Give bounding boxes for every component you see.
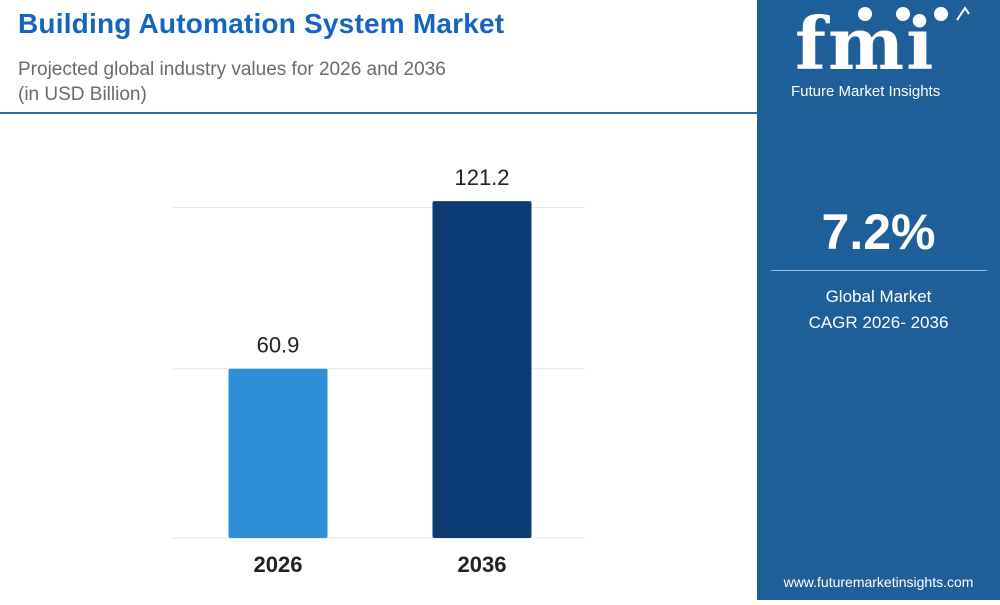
cagr-value: 7.2% [821,204,936,260]
data-label-2036: 121.2 [454,165,509,190]
logo-text: fmi [795,1,936,86]
bar-2036 [432,201,532,538]
bar-2026 [228,368,328,538]
cagr-label-line-2: CAGR 2026- 2036 [808,313,949,332]
sidebar: fmi Future Market Insights 7.2% Global M… [757,0,1000,600]
logo-caption: Future Market Insights [791,83,941,100]
cagr-label: Global Market CAGR 2026- 2036 [757,284,1000,336]
x-tick-label-2036: 2036 [458,552,507,577]
header-divider [0,112,757,114]
page-title: Building Automation System Market [18,8,505,39]
website-url[interactable]: www.futuremarketinsights.com [783,574,974,590]
cagr-label-line-1: Global Market [825,287,932,306]
logo-globe-icon [858,6,970,21]
logo: fmi Future Market Insights [757,0,1000,110]
chart-area: 60.9 2026 121.2 2036 [0,115,757,600]
x-tick-label-2026: 2026 [254,552,303,577]
subtitle-line-2: (in USD Billion) [18,84,147,105]
data-label-2026: 60.9 [257,333,300,358]
cagr-divider [771,270,987,271]
bar-chart: 60.9 2026 121.2 2036 [173,165,585,577]
page-subtitle: Projected global industry values for 202… [18,57,446,107]
subtitle-line-1: Projected global industry values for 202… [18,59,446,80]
